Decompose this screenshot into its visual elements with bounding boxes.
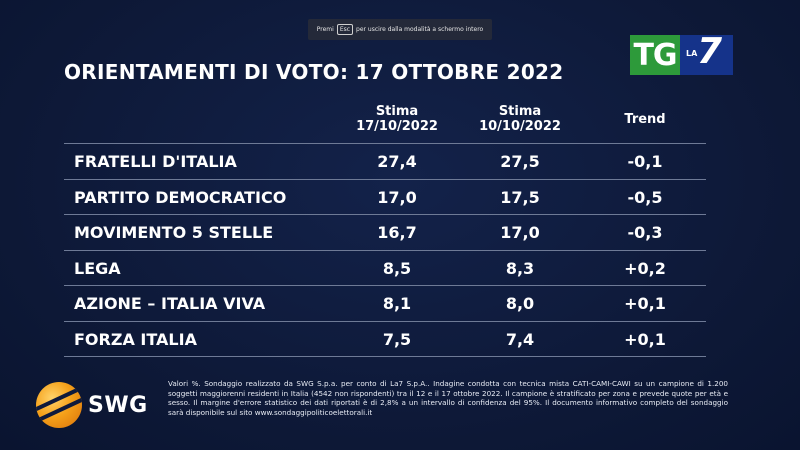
fullscreen-hint-suffix: per uscire dalla modalità a schermo inte… — [356, 26, 484, 33]
tg-logo-text: TG — [630, 35, 680, 75]
swg-logo: SWG — [36, 382, 148, 428]
column-header-previous-line2: 10/10/2022 — [479, 119, 561, 134]
fullscreen-exit-hint: Premi Esc per uscire dalla modalità a sc… — [308, 19, 492, 40]
table-cell-current: 7,5 — [382, 329, 412, 349]
table-rule — [64, 285, 706, 286]
table-rule — [64, 179, 706, 180]
table-cell-current: 17,0 — [377, 187, 417, 207]
table-cell-previous: 17,5 — [500, 187, 540, 207]
table-rule — [64, 250, 706, 251]
la7-logo-seven: 7 — [697, 35, 723, 72]
column-header-current-line2: 17/10/2022 — [356, 119, 438, 134]
column-header-current: Stima 17/10/2022 — [349, 104, 445, 134]
table-cell-current: 8,5 — [382, 258, 412, 278]
table-cell-trend: +0,1 — [624, 294, 666, 313]
methodology-footnote: Valori %. Sondaggio realizzato da SWG S.… — [168, 379, 728, 417]
table-row-party: PARTITO DEMOCRATICO — [74, 187, 287, 207]
table-rule-top — [64, 143, 706, 144]
chart-title: ORIENTAMENTI DI VOTO: 17 OTTOBRE 2022 — [64, 60, 564, 84]
la7-logo-la: LA — [686, 49, 698, 58]
swg-logo-text: SWG — [88, 392, 148, 418]
table-row-party: FRATELLI D'ITALIA — [74, 152, 237, 171]
column-header-previous-line1: Stima — [498, 104, 542, 119]
table-rule — [64, 321, 706, 322]
tg-la7-logo: TG LA 7 — [630, 35, 733, 75]
swg-globe-icon — [36, 382, 82, 428]
la7-logo-block: LA 7 — [680, 35, 733, 75]
table-row-party: FORZA ITALIA — [74, 329, 197, 349]
table-row-party: AZIONE – ITALIA VIVA — [74, 294, 266, 313]
table-row-party: LEGA — [74, 258, 121, 278]
column-header-trend: Trend — [600, 112, 690, 127]
table-cell-trend: +0,2 — [624, 258, 666, 278]
column-header-current-line1: Stima — [375, 104, 419, 119]
table-cell-previous: 8,3 — [505, 258, 535, 278]
column-header-trend-line1: Trend — [624, 112, 666, 127]
table-cell-current: 27,4 — [377, 152, 417, 171]
fullscreen-hint-prefix: Premi — [316, 26, 334, 33]
table-cell-previous: 27,5 — [500, 152, 540, 171]
table-rule — [64, 356, 706, 357]
table-cell-trend: +0,1 — [624, 329, 666, 349]
table-cell-previous: 7,4 — [505, 329, 535, 349]
table-cell-current: 16,7 — [377, 223, 417, 242]
table-cell-trend: -0,3 — [627, 223, 663, 242]
table-row-party: MOVIMENTO 5 STELLE — [74, 223, 274, 242]
table-cell-previous: 17,0 — [500, 223, 540, 242]
table-cell-trend: -0,1 — [627, 152, 663, 171]
table-cell-previous: 8,0 — [505, 294, 535, 313]
table-cell-current: 8,1 — [382, 294, 412, 313]
table-cell-trend: -0,5 — [627, 187, 663, 207]
table-rule — [64, 214, 706, 215]
column-header-previous: Stima 10/10/2022 — [472, 104, 568, 134]
esc-key-badge: Esc — [336, 24, 354, 35]
